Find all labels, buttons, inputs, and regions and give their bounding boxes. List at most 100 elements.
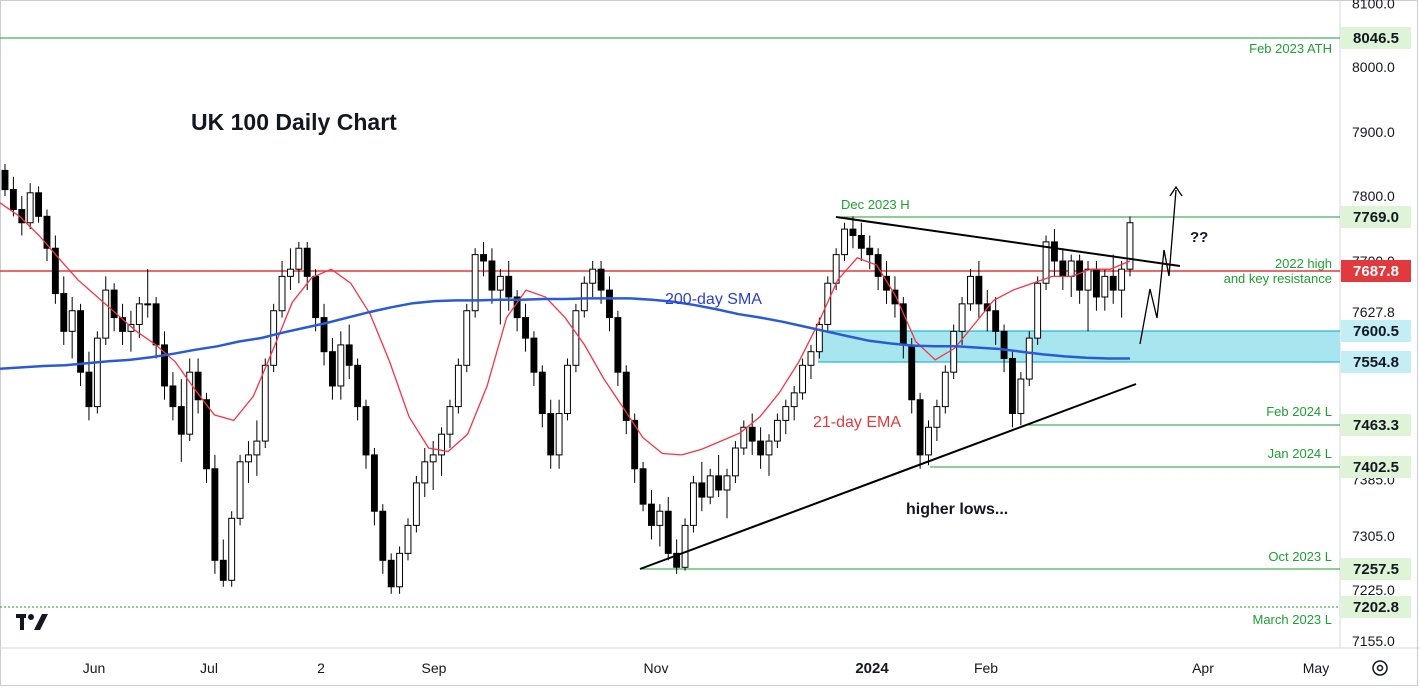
candle-body-71	[597, 268, 605, 291]
candle-body-104	[874, 254, 882, 277]
level-annotation-1: Dec 2023 H	[841, 197, 910, 212]
candle-body-11	[93, 337, 101, 408]
candle-body-106	[891, 289, 899, 305]
candle-body-97	[815, 323, 823, 353]
level-annotation-6: Jan 2024 L	[1268, 446, 1332, 461]
price-tag-label-1: 7769.0	[1353, 209, 1399, 226]
candle-body-122	[1025, 337, 1033, 380]
candle-body-129	[1084, 268, 1092, 291]
y-tick-2: 7900.0	[1352, 124, 1395, 140]
price-tag-label-3: 7600.5	[1353, 323, 1399, 340]
candle-body-22	[186, 371, 194, 435]
y-tick-0: 8100.0	[1352, 0, 1395, 11]
candle-body-128	[1076, 260, 1084, 291]
candle-body-115	[967, 275, 974, 305]
candle-body-83	[698, 482, 706, 498]
candle-body-34	[287, 268, 294, 277]
candle-body-39	[328, 351, 336, 387]
candle-body-12	[102, 289, 110, 339]
level-annotation-8: March 2023 L	[1253, 612, 1333, 627]
candle-body-111	[933, 406, 941, 428]
candle-body-49	[412, 482, 420, 526]
x-tick-0: Jun	[83, 660, 106, 676]
candle-body-48	[404, 524, 412, 554]
chart-title: UK 100 Daily Chart	[191, 109, 397, 135]
candle-body-1	[9, 189, 17, 211]
y-tick-3: 7800.0	[1352, 188, 1395, 204]
candle-body-10	[85, 371, 93, 408]
candle-body-63	[530, 337, 538, 373]
candle-body-43	[362, 406, 370, 456]
candlestick-series	[1, 164, 1134, 594]
candle-body-55	[463, 310, 471, 366]
candle-body-46	[387, 559, 395, 588]
candle-body-15	[127, 323, 135, 332]
candle-body-36	[303, 247, 311, 277]
price-tag-label-7: 7257.5	[1353, 561, 1399, 578]
candle-body-59	[496, 275, 504, 291]
candle-body-33	[278, 275, 286, 312]
x-tick-1: Jul	[200, 660, 218, 676]
candle-body-8	[68, 310, 76, 332]
candle-body-64	[538, 371, 546, 415]
candle-body-19	[161, 344, 168, 387]
x-tick-3: Sep	[422, 660, 447, 676]
candle-body-18	[152, 303, 160, 346]
candle-body-92	[773, 419, 781, 442]
candle-body-14	[119, 317, 126, 332]
price-tag-bg-8	[1341, 596, 1411, 618]
candle-body-110	[925, 426, 932, 456]
level-annotation-7: Oct 2023 L	[1268, 549, 1332, 564]
y-tick-10: 7155.0	[1352, 633, 1395, 649]
y-tick-5: 7627.8	[1352, 304, 1395, 320]
y-tick-8: 7305.0	[1352, 528, 1395, 544]
candle-body-89	[748, 426, 756, 442]
candle-body-16	[135, 303, 143, 325]
candle-body-90	[757, 440, 765, 456]
candle-body-25	[211, 468, 219, 561]
x-tick-2: 2	[317, 660, 325, 676]
candle-body-84	[706, 475, 714, 498]
price-tag-bg-1	[1341, 206, 1411, 228]
price-tag-bg-4	[1341, 351, 1411, 373]
candle-body-82	[689, 482, 697, 526]
sma-label: 200-day SMA	[665, 291, 762, 308]
candle-body-50	[421, 461, 429, 484]
candle-body-37	[312, 275, 320, 319]
candle-body-7	[60, 293, 68, 332]
candle-body-62	[522, 317, 529, 339]
price-tag-label-8: 7202.8	[1353, 599, 1399, 616]
candle-body-112	[941, 371, 949, 408]
candle-body-51	[429, 454, 437, 463]
candle-body-101	[849, 228, 857, 236]
candle-body-113	[950, 330, 958, 373]
candle-body-76	[639, 468, 647, 505]
candle-body-17	[144, 303, 152, 306]
candle-body-68	[572, 310, 580, 366]
candle-body-88	[740, 426, 748, 449]
price-tag-label-0: 8046.5	[1353, 30, 1399, 47]
projected-path	[1139, 189, 1177, 345]
candle-body-20	[169, 385, 177, 408]
candle-body-100	[841, 228, 848, 256]
settings-gear-icon[interactable]	[1372, 660, 1388, 676]
candle-body-94	[790, 392, 798, 408]
candle-body-80	[673, 552, 681, 568]
rising-trendline	[639, 383, 1137, 570]
ema-label: 21-day EMA	[813, 414, 901, 431]
candle-body-56	[471, 254, 479, 312]
candle-body-52	[438, 433, 446, 456]
candle-body-65	[547, 413, 555, 456]
price-tag-label-4: 7554.8	[1353, 354, 1399, 371]
price-tag-label-5: 7463.3	[1353, 417, 1399, 434]
y-tick-9: 7225.0	[1352, 582, 1395, 598]
candle-body-120	[1009, 357, 1016, 415]
tradingview-logo	[16, 614, 48, 630]
candle-body-81	[681, 524, 689, 568]
candle-body-47	[396, 552, 404, 588]
candle-body-57	[480, 254, 487, 262]
price-tag-label-2: 7687.8	[1353, 263, 1399, 280]
price-tag-bg-7	[1341, 558, 1411, 580]
